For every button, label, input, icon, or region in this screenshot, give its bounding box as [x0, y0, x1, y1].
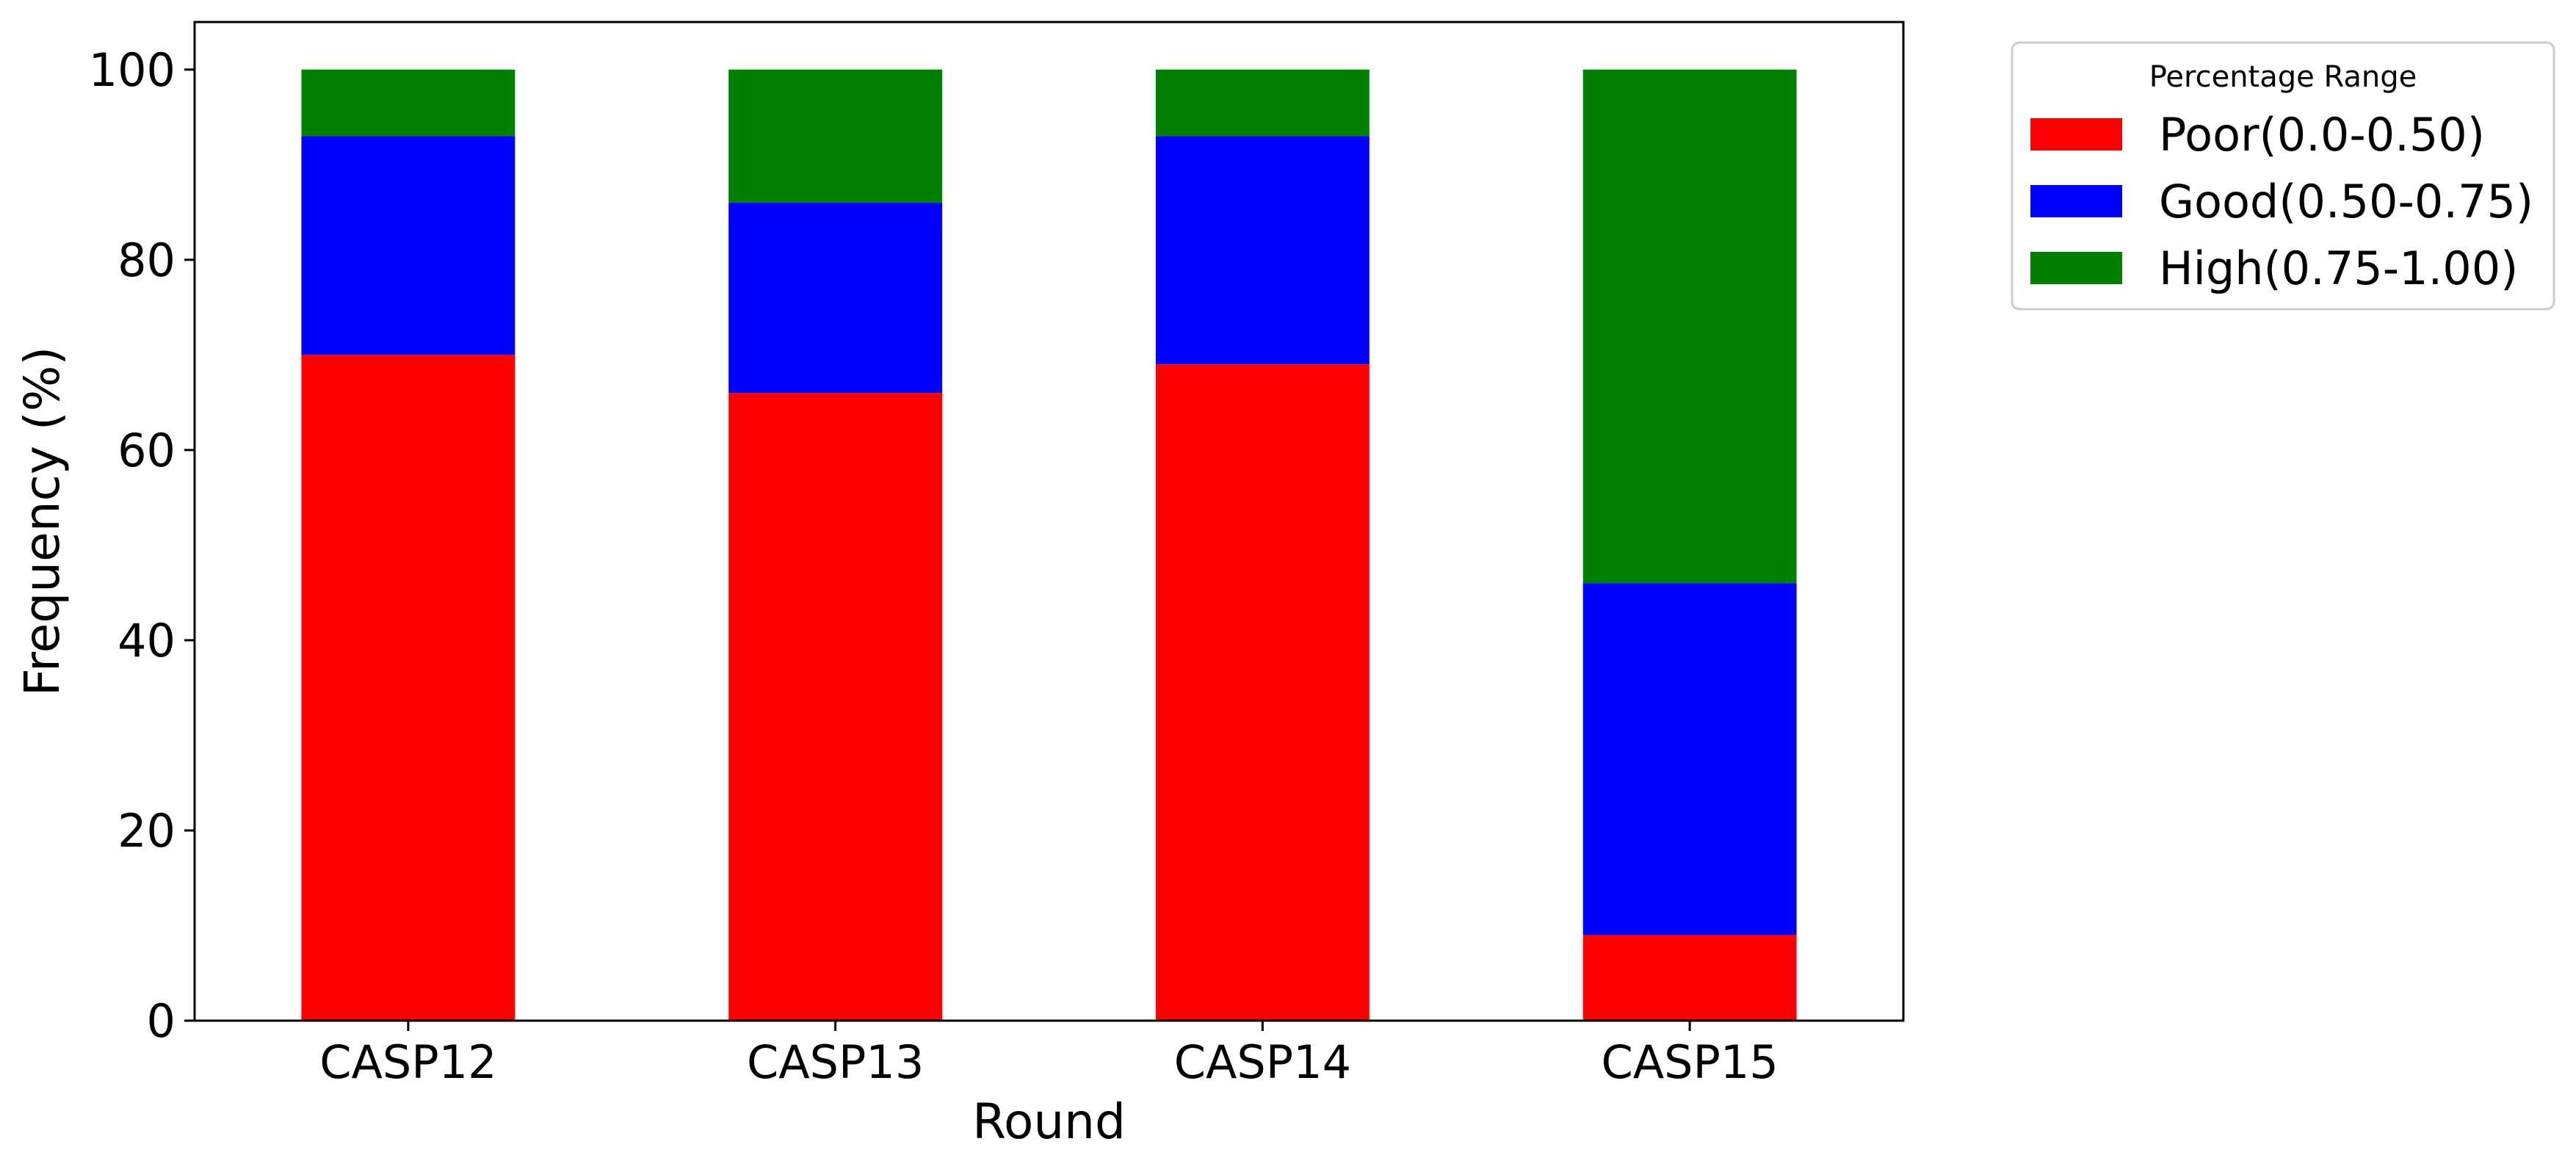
bar-casp15-segment-2: [1582, 69, 1797, 584]
y-tick-label: 60: [117, 424, 176, 477]
y-tick-label: 100: [89, 43, 176, 97]
bar-casp12-segment-1: [301, 136, 515, 355]
legend-label: Good(0.50-0.75): [2159, 175, 2533, 228]
legend-swatch: [2030, 118, 2122, 151]
plot-area-frame: [193, 21, 1905, 1022]
bar-casp12-segment-2: [301, 69, 515, 137]
y-axis-title: Frequency (%): [14, 347, 70, 696]
bar-casp14-segment-2: [1155, 69, 1370, 137]
x-axis-title: Round: [972, 1093, 1126, 1150]
bar-casp15-segment-1: [1582, 583, 1797, 935]
bar-casp12-segment-0: [301, 355, 515, 1021]
x-tick-label: CASP12: [319, 1035, 496, 1089]
legend-box: [2011, 41, 2555, 311]
legend-swatch: [2030, 252, 2122, 284]
legend: Percentage Range Poor(0.0-0.50) Good(0.50…: [2011, 41, 2555, 311]
x-tick-label: CASP15: [1601, 1035, 1778, 1089]
legend-label: Poor(0.0-0.50): [2159, 108, 2485, 162]
legend-title: Percentage Range: [2149, 60, 2417, 94]
bar-casp13-segment-1: [728, 203, 943, 394]
y-tick-label: 40: [117, 614, 176, 667]
x-tick-label: CASP13: [747, 1035, 924, 1089]
bar-casp15-segment-0: [1582, 935, 1797, 1021]
legend-items: Poor(0.0-0.50) Good(0.50-0.75) High(0.75-1…: [2030, 108, 2533, 295]
bar-casp13-segment-2: [728, 69, 943, 203]
x-tick-label: CASP14: [1174, 1035, 1351, 1089]
bar-casp13-segment-0: [728, 393, 943, 1021]
bar-casp14-segment-0: [1155, 364, 1370, 1021]
legend-swatch: [2030, 185, 2122, 217]
bar-casp14-segment-1: [1155, 136, 1370, 365]
y-tick-label: 80: [117, 234, 176, 287]
y-axis: 0 20 40 60 80 100: [89, 43, 195, 1048]
x-axis: CASP12 CASP13 CASP14 CASP15: [319, 1021, 1779, 1089]
legend-label: High(0.75-1.00): [2159, 242, 2518, 295]
y-tick-label: 0: [147, 994, 176, 1048]
bar-group: [301, 69, 1797, 1021]
y-tick-label: 20: [117, 804, 176, 858]
